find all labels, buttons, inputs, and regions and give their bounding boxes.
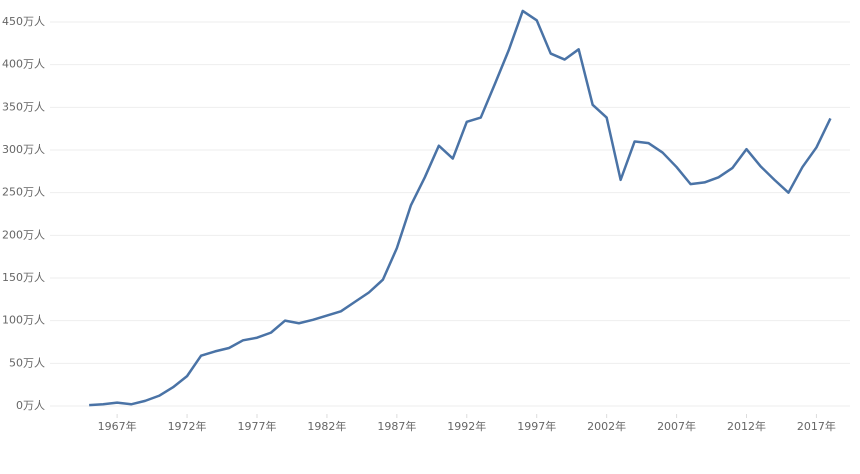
x-tick-label: 2017年 xyxy=(797,419,836,433)
x-tick-label: 1992年 xyxy=(447,419,486,433)
y-tick-label: 0万人 xyxy=(16,399,45,412)
y-tick-label: 250万人 xyxy=(2,186,45,199)
y-tick-label: 50万人 xyxy=(9,356,45,369)
y-tick-label: 100万人 xyxy=(2,314,45,327)
y-tick-label: 450万人 xyxy=(2,15,45,28)
x-tick-label: 1987年 xyxy=(377,419,416,433)
x-tick-label: 1967年 xyxy=(98,419,137,433)
y-tick-label: 200万人 xyxy=(2,228,45,241)
y-tick-label: 150万人 xyxy=(2,271,45,284)
data-line xyxy=(89,9,832,407)
x-tick-label: 1982年 xyxy=(307,419,346,433)
x-tick-label: 1997年 xyxy=(517,419,556,433)
x-tick-label: 1972年 xyxy=(168,419,207,433)
x-tick-label: 1977年 xyxy=(237,419,276,433)
x-tick-label: 2002年 xyxy=(587,419,626,433)
y-tick-label: 400万人 xyxy=(2,58,45,71)
x-tick-label: 2012年 xyxy=(727,419,766,433)
y-tick-label: 300万人 xyxy=(2,143,45,156)
x-tick-label: 2007年 xyxy=(657,419,696,433)
y-tick-label: 350万人 xyxy=(2,100,45,113)
